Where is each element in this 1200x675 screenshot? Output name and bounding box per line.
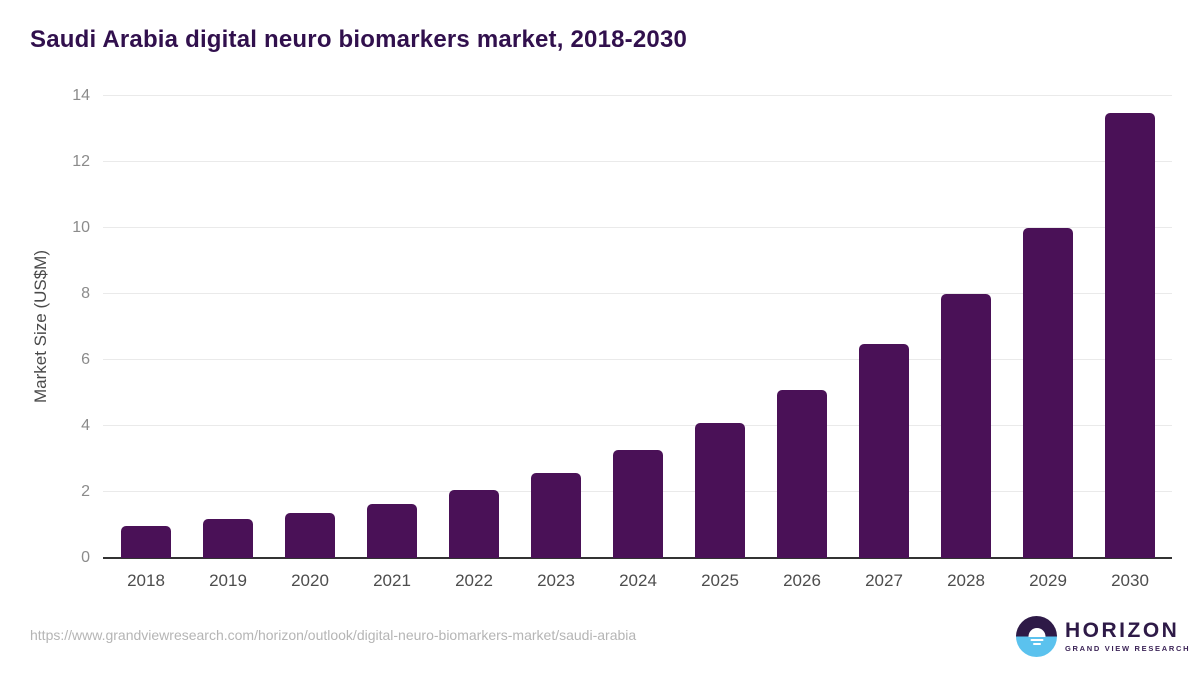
bar-2027 — [859, 344, 909, 558]
y-tick-label: 14 — [72, 87, 90, 104]
bar-2026 — [777, 389, 827, 558]
sun-reflection-line — [1030, 639, 1043, 641]
source-url: https://www.grandviewresearch.com/horizo… — [30, 627, 637, 643]
horizon-sun-icon — [1016, 616, 1057, 657]
x-tick-label: 2020 — [291, 571, 329, 590]
bar-2018 — [121, 526, 171, 558]
logo-subtext: GRAND VIEW RESEARCH — [1065, 644, 1191, 653]
bar-2019 — [203, 519, 253, 558]
chart-title: Saudi Arabia digital neuro biomarkers ma… — [30, 26, 688, 53]
gridline — [103, 359, 1172, 360]
plot-area: 2018 2019 2020 2021 2022 2023 2024 2025 2026 2027… — [103, 95, 1172, 590]
x-tick-label: 2029 — [1029, 571, 1067, 590]
x-tick-label: 2019 — [209, 571, 247, 590]
bar-2022 — [449, 490, 499, 558]
bar-2029 — [1023, 228, 1073, 558]
gridline — [103, 227, 1172, 228]
gridline — [103, 293, 1172, 294]
x-tick-label: 2027 — [865, 571, 903, 590]
x-tick-label: 2026 — [783, 571, 821, 590]
x-tick-label: 2022 — [455, 571, 493, 590]
horizon-logo: HORIZON GRAND VIEW RESEARCH — [1016, 616, 1190, 657]
logo-name: HORIZON — [1065, 619, 1180, 642]
x-tick-label: 2030 — [1111, 571, 1149, 590]
logo-text: HORIZON GRAND VIEW RESEARCH — [1065, 620, 1190, 653]
y-tick-label: 10 — [72, 219, 90, 236]
y-tick-label: 0 — [81, 549, 90, 566]
x-tick-label: 2021 — [373, 571, 411, 590]
bar-2025 — [695, 422, 745, 558]
y-tick-label: 6 — [81, 351, 90, 368]
x-tick-label: 2025 — [701, 571, 739, 590]
bar-2024 — [613, 450, 663, 558]
bar-2028 — [941, 294, 991, 558]
sun-reflection-line — [1032, 643, 1041, 645]
bar-2030 — [1105, 112, 1155, 558]
bar-2020 — [285, 513, 335, 558]
gridline — [103, 161, 1172, 162]
y-axis: 0 2 4 6 8 10 12 14 — [0, 87, 90, 566]
y-tick-label: 2 — [81, 483, 90, 500]
x-axis-line — [103, 557, 1172, 559]
sun-icon — [1028, 627, 1045, 637]
y-tick-label: 8 — [81, 285, 90, 302]
y-tick-label: 4 — [81, 417, 90, 434]
x-tick-label: 2018 — [127, 571, 165, 590]
bar-2021 — [367, 503, 417, 558]
gridline — [103, 425, 1172, 426]
x-tick-label: 2023 — [537, 571, 575, 590]
x-tick-label: 2024 — [619, 571, 657, 590]
bar-2023 — [531, 473, 581, 558]
y-tick-label: 12 — [72, 153, 90, 170]
gridline — [103, 95, 1172, 96]
x-tick-label: 2028 — [947, 571, 985, 590]
